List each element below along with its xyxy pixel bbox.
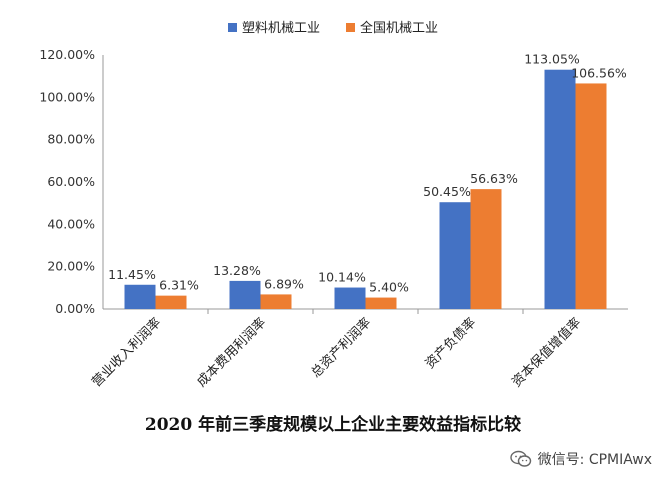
x-tick-label: 营业收入利润率 [89, 315, 165, 391]
data-label: 50.45% [423, 184, 471, 199]
data-label: 10.14% [318, 270, 366, 285]
data-label: 6.31% [159, 278, 199, 293]
bar-national-machinery [260, 294, 292, 309]
y-tick-label: 20.00% [47, 259, 95, 274]
bar-plastic-machinery [334, 287, 366, 309]
legend-swatch [346, 23, 355, 32]
legend-swatch [228, 23, 237, 32]
data-label: 56.63% [470, 171, 518, 186]
data-label: 6.89% [264, 276, 304, 291]
watermark-text: 微信号: CPMIAwx [537, 452, 652, 468]
data-label: 11.45% [108, 267, 156, 282]
data-label: 5.40% [369, 280, 409, 295]
bar-plastic-machinery [229, 280, 261, 309]
y-tick-label: 0.00% [55, 301, 95, 316]
bar-national-machinery [155, 295, 187, 309]
data-label: 106.56% [571, 65, 627, 80]
bar-plastic-machinery [124, 284, 156, 309]
watermark: 微信号: CPMIAwx [509, 449, 652, 469]
bar-plastic-machinery [544, 69, 576, 309]
bar-national-machinery [470, 189, 502, 309]
y-tick-label: 100.00% [39, 89, 95, 104]
x-tick-label: 成本费用利润率 [194, 315, 270, 391]
bar-national-machinery [365, 297, 397, 309]
wechat-icon [509, 450, 531, 467]
x-tick-label: 总资产利润率 [308, 315, 374, 381]
y-tick-label: 60.00% [47, 174, 95, 189]
bar-chart: 0.00% 20.00% 40.00% 60.00% 80.00% 100.00% 120.… [39, 20, 628, 391]
bar-plastic-machinery [439, 202, 471, 309]
x-tick-label: 资产负债率 [422, 315, 479, 372]
legend-label: 全国机械工业 [360, 20, 438, 36]
chart-caption: 2020 年前三季度规模以上企业主要效益指标比较 [144, 415, 522, 435]
y-tick-label: 80.00% [47, 132, 95, 147]
data-label: 13.28% [213, 263, 261, 278]
legend-label: 塑料机械工业 [242, 21, 320, 36]
y-tick-label: 40.00% [47, 216, 95, 231]
data-label: 113.05% [524, 52, 580, 67]
bar-national-machinery [575, 83, 607, 309]
y-tick-label: 120.00% [39, 47, 95, 62]
x-tick-label: 资本保值增值率 [509, 315, 585, 391]
